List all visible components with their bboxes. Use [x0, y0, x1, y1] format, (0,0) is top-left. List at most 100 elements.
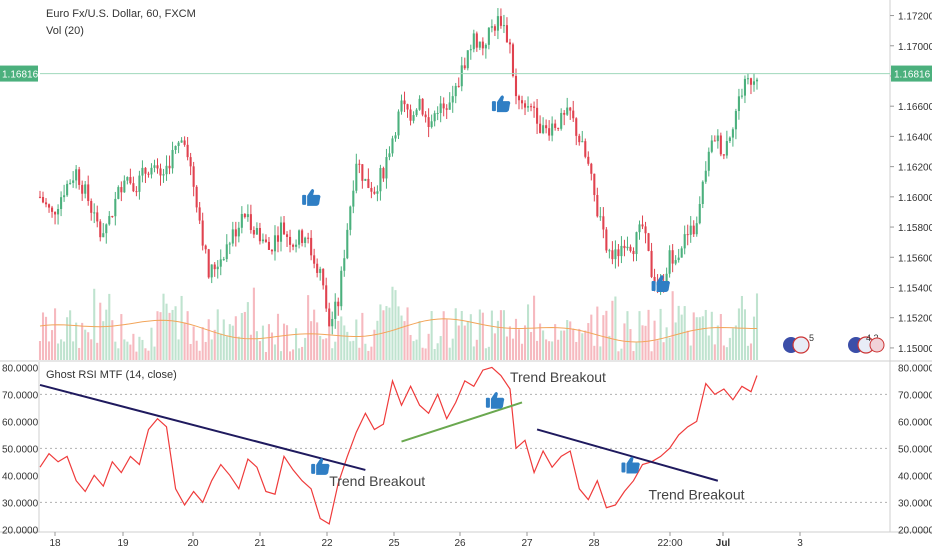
- volume-bar: [340, 316, 343, 360]
- event-icon[interactable]: [869, 337, 885, 353]
- candle: [451, 85, 454, 113]
- candle: [499, 8, 502, 29]
- volume-bar: [198, 350, 201, 360]
- candle: [304, 236, 307, 248]
- trendline[interactable]: [401, 401, 523, 443]
- candle: [415, 108, 418, 117]
- volume-bar: [391, 286, 394, 360]
- candle: [626, 236, 629, 251]
- candle: [382, 166, 385, 182]
- candle: [337, 297, 340, 316]
- volume-bar: [316, 322, 319, 360]
- candle: [472, 29, 475, 53]
- candle: [54, 211, 57, 225]
- candle: [484, 43, 487, 59]
- us-flag-icon[interactable]: [792, 336, 810, 354]
- volume-bar: [457, 325, 460, 360]
- candle: [530, 103, 533, 112]
- volume-bar: [346, 331, 349, 360]
- candle: [213, 262, 216, 277]
- volume-bar: [475, 339, 478, 360]
- volume-bar: [584, 330, 587, 360]
- candle: [403, 91, 406, 113]
- volume-bar: [575, 341, 578, 360]
- volume-bar: [258, 341, 261, 360]
- candle: [105, 223, 108, 244]
- volume-bar: [105, 309, 108, 360]
- volume-bar: [114, 341, 117, 360]
- volume-bar: [180, 295, 183, 360]
- volume-bar: [222, 319, 225, 360]
- volume-bar: [231, 325, 234, 360]
- volume-bar: [439, 336, 442, 360]
- candle: [141, 160, 144, 183]
- candle: [316, 258, 319, 278]
- volume-bar: [490, 310, 493, 360]
- volume-bar: [466, 321, 469, 360]
- volume-bar: [460, 310, 463, 360]
- volume-bar: [72, 341, 75, 360]
- candle: [147, 171, 150, 178]
- candle: [385, 148, 388, 189]
- candle: [44, 198, 48, 208]
- volume-bar: [343, 325, 346, 360]
- candle: [542, 117, 545, 135]
- rsi-tick-label-left: 30.0000: [2, 498, 39, 509]
- volume-bar: [319, 336, 322, 360]
- volume-bar: [710, 311, 713, 360]
- candle: [563, 110, 566, 126]
- volume-bar: [63, 341, 66, 360]
- volume-bar: [156, 311, 159, 360]
- volume-bar: [442, 311, 445, 360]
- event-badges[interactable]: 5 4 2: [783, 333, 885, 354]
- candle: [171, 141, 174, 174]
- candle: [710, 135, 713, 154]
- candle: [282, 215, 286, 235]
- candle: [593, 173, 596, 202]
- candle: [418, 95, 421, 111]
- candle: [150, 163, 153, 179]
- candle: [590, 162, 593, 181]
- candle: [409, 104, 412, 126]
- volume-bar: [189, 343, 192, 360]
- candle: [641, 215, 644, 230]
- volume-bar: [523, 325, 527, 360]
- candle: [252, 226, 255, 239]
- candle: [611, 241, 614, 265]
- volume-bar: [237, 336, 240, 360]
- candle: [475, 31, 478, 52]
- rsi-tick-label-left: 70.0000: [2, 390, 39, 401]
- candle: [493, 24, 496, 37]
- volume-bar: [243, 311, 246, 360]
- volume-bar: [186, 311, 189, 360]
- volume-bar: [731, 328, 734, 360]
- volume-bar: [590, 314, 593, 360]
- volume-bar: [126, 341, 129, 360]
- candle: [63, 184, 66, 202]
- rsi-line: [39, 366, 758, 525]
- last-price-label-left: 1.16816: [2, 70, 39, 81]
- candle: [424, 111, 427, 123]
- candle: [719, 132, 722, 157]
- volume-bar: [713, 344, 716, 360]
- candle: [177, 140, 180, 154]
- candle: [545, 119, 548, 134]
- candle: [400, 94, 403, 115]
- candle: [373, 186, 376, 195]
- trendline[interactable]: [39, 383, 366, 471]
- candle: [614, 240, 617, 269]
- candle: [391, 135, 394, 157]
- candle: [406, 103, 409, 118]
- price-tick-label: 1.15200: [898, 314, 932, 325]
- trendline[interactable]: [536, 428, 719, 482]
- candle: [340, 266, 343, 311]
- symbol-title: Euro Fx/U.S. Dollar, 60, FXCM: [46, 8, 196, 20]
- volume-bar: [66, 317, 69, 360]
- candle: [502, 14, 505, 34]
- volume-bar: [514, 318, 518, 360]
- volume-bar: [644, 325, 647, 360]
- volume-bar: [436, 343, 439, 360]
